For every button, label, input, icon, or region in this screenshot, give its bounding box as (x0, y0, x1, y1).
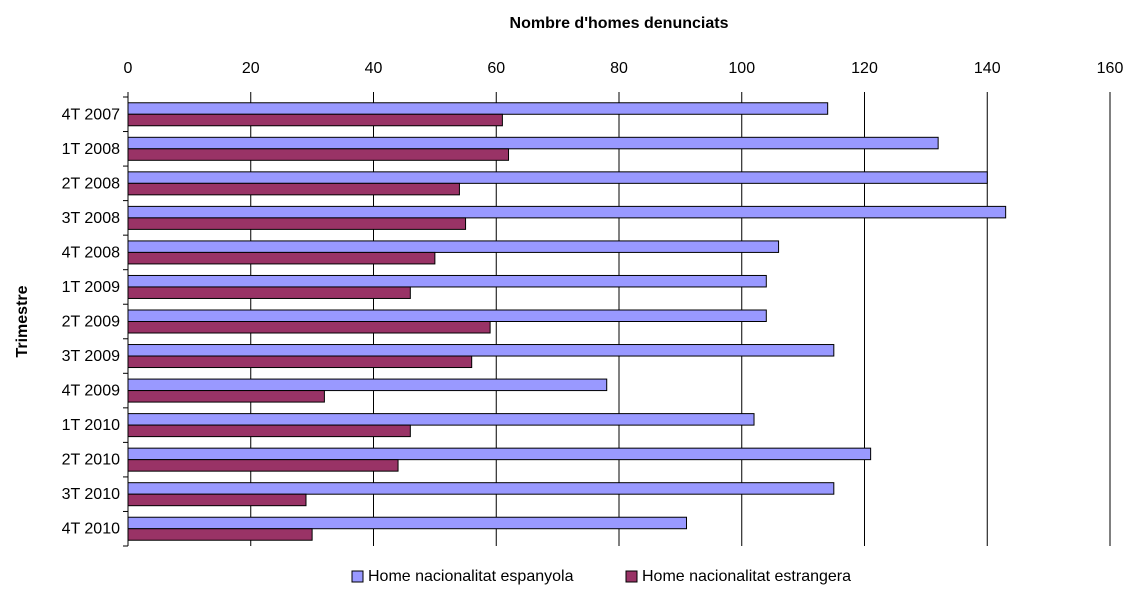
bar-espanyola-5 (127, 274, 767, 288)
bar-espanyola-6 (127, 309, 767, 322)
y-tick-label: 1T 2008 (62, 141, 121, 158)
x-axis-title: Nombre d'homes denunciats (510, 15, 729, 32)
y-tick-label: 2T 2008 (62, 175, 121, 192)
x-tick-label: 160 (1097, 60, 1124, 77)
axes: 0 20 40 60 80 100 120 140 160 4T 2007 1T 2008 2T 20… (62, 60, 1124, 547)
bar-estrangera-2 (127, 182, 460, 196)
bar-estrangera-1 (127, 148, 510, 161)
bar-estrangera-6 (127, 321, 491, 334)
x-tick-label: 60 (487, 60, 505, 77)
y-tick-label: 3T 2008 (62, 210, 121, 227)
bar-espanyola-10 (127, 447, 872, 461)
y-tick-label: 2T 2010 (62, 452, 121, 469)
legend-swatch-espanyola (351, 570, 364, 583)
bar-espanyola-2 (127, 171, 988, 184)
bar-espanyola-1 (127, 136, 939, 150)
x-tick-label: 80 (610, 60, 628, 77)
legend-label: Home nacionalitat espanyola (368, 568, 574, 585)
y-tick-label: 4T 2009 (62, 383, 121, 400)
bar-estrangera-11 (127, 493, 307, 507)
bar-estrangera-0 (127, 113, 503, 127)
x-tick-label: 100 (728, 60, 755, 77)
y-tick-label: 1T 2009 (62, 279, 121, 296)
y-tick-label: 4T 2007 (62, 106, 121, 123)
x-tick-label: 120 (851, 60, 878, 77)
x-tick-label: 40 (365, 60, 383, 77)
bar-estrangera-3 (127, 217, 467, 230)
y-tick-label: 4T 2008 (62, 244, 121, 261)
bar-espanyola-7 (127, 344, 835, 357)
x-tick-label: 0 (124, 60, 133, 77)
legend-swatch-estrangera (625, 570, 638, 583)
y-tick-label: 4T 2010 (62, 521, 121, 538)
legend: Home nacionalitat espanyola Home nacional… (351, 568, 851, 585)
bar-espanyola-9 (127, 413, 755, 426)
y-tick-label: 2T 2009 (62, 314, 121, 331)
bar-estrangera-5 (127, 286, 411, 299)
bar-estrangera-8 (127, 390, 325, 403)
bar-estrangera-9 (127, 424, 411, 438)
y-tick-label: 3T 2010 (62, 486, 121, 503)
bar-espanyola-11 (127, 482, 835, 495)
bar-espanyola-12 (127, 516, 688, 530)
bar-espanyola-4 (127, 240, 780, 253)
bar-espanyola-0 (127, 102, 829, 115)
bar-estrangera-12 (127, 528, 313, 541)
legend-label: Home nacionalitat estrangera (642, 568, 851, 585)
bar-estrangera-4 (127, 251, 436, 265)
bar-espanyola-3 (127, 205, 1007, 219)
x-tick-label: 20 (242, 60, 260, 77)
bar-estrangera-7 (127, 355, 473, 369)
bar-espanyola-8 (127, 378, 608, 392)
y-tick-label: 3T 2009 (62, 348, 121, 365)
bar-estrangera-10 (127, 459, 399, 472)
x-tick-label: 140 (974, 60, 1001, 77)
y-tick-label: 1T 2010 (62, 417, 121, 434)
bars (127, 102, 1007, 541)
y-axis-title: Trimestre (14, 285, 31, 357)
